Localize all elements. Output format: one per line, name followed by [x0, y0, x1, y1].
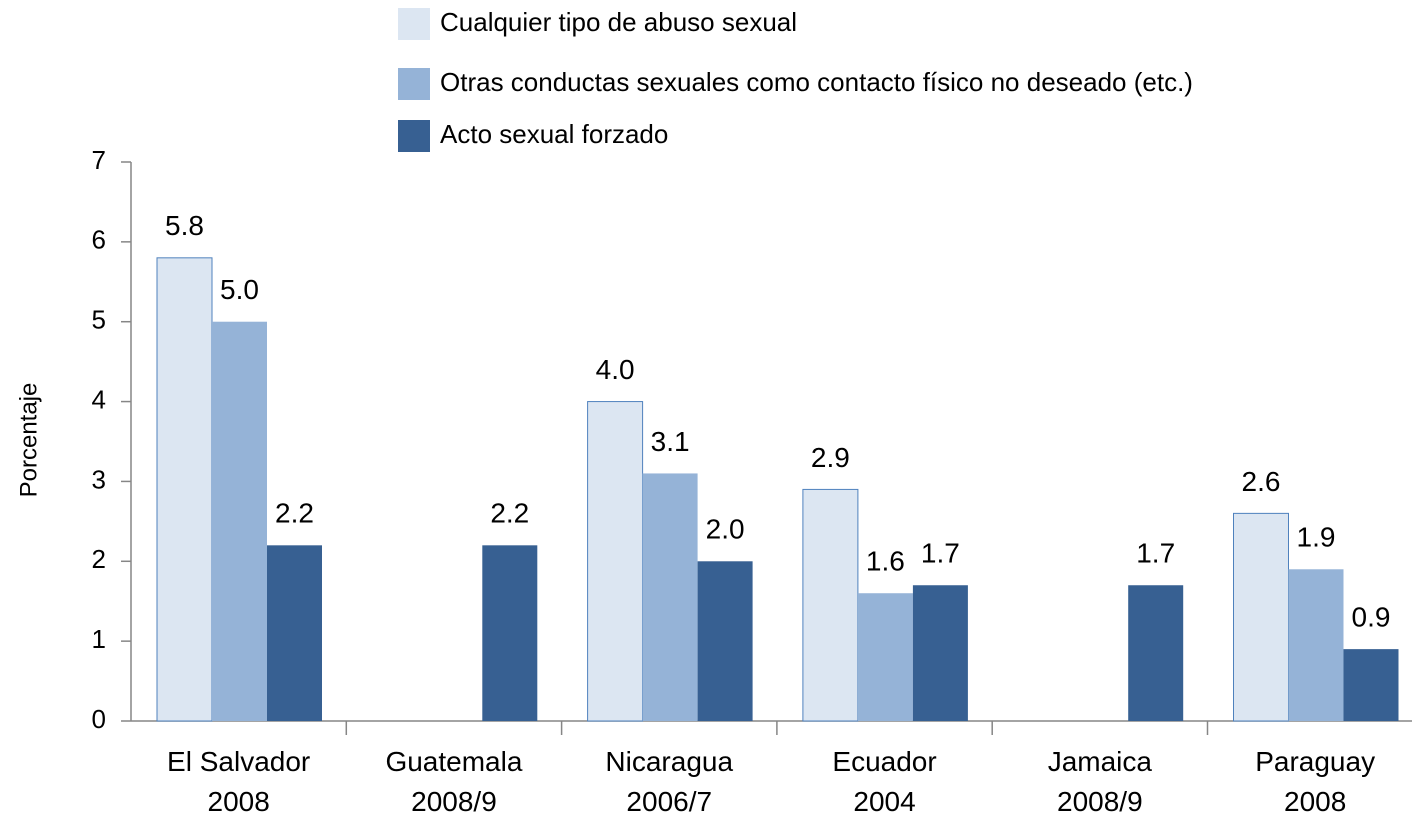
y-tick-label: 6	[92, 225, 106, 255]
bar	[1128, 585, 1184, 721]
bar	[1343, 649, 1399, 721]
data-label: 5.0	[220, 274, 259, 305]
y-tick-label: 3	[92, 464, 106, 494]
y-tick-label: 4	[92, 384, 106, 414]
x-tick-label: Jamaica 2008/9	[1048, 746, 1153, 815]
x-tick-label-line: Nicaragua	[605, 746, 733, 777]
data-label: 1.7	[1136, 538, 1175, 569]
bar	[642, 473, 698, 721]
data-label: 4.0	[596, 354, 635, 385]
data-label: 2.2	[275, 498, 314, 529]
legend-label: Cualquier tipo de abuso sexual	[440, 7, 797, 37]
x-tick-label-line: 2008/9	[1057, 786, 1143, 815]
bar	[212, 321, 267, 721]
x-tick-label-line: 2004	[853, 786, 915, 815]
data-label: 3.1	[651, 426, 690, 457]
y-tick-label: 0	[92, 704, 106, 734]
bar	[697, 561, 753, 721]
x-tick-label-line: Guatemala	[385, 746, 522, 777]
x-tick-label: El Salvador 2008	[167, 746, 310, 815]
y-tick-label: 2	[92, 544, 106, 574]
data-label: 1.6	[866, 546, 905, 577]
x-tick-label-line: El Salvador	[167, 746, 310, 777]
bar	[482, 545, 538, 721]
y-tick-label: 5	[92, 305, 106, 335]
bar	[1288, 569, 1344, 721]
bar	[587, 401, 644, 722]
data-label: 2.9	[811, 442, 850, 473]
legend-swatch	[398, 68, 430, 100]
x-tick-label-line: 2008/9	[411, 786, 497, 815]
x-tick-label: Paraguay 2008	[1255, 746, 1375, 815]
legend-label: Otras conductas sexuales como contacto f…	[440, 67, 1193, 97]
legend-swatch	[398, 8, 430, 40]
x-tick-label-line: Jamaica	[1048, 746, 1153, 777]
x-tick-label-line: 2008	[1284, 786, 1346, 815]
x-tick-label-line: Paraguay	[1255, 746, 1375, 777]
data-label: 0.9	[1352, 602, 1391, 633]
x-tick-label: Nicaragua 2006/7	[605, 746, 733, 815]
y-tick-label: 1	[92, 624, 106, 654]
data-label: 2.0	[706, 514, 745, 545]
x-tick-label-line: 2008	[208, 786, 270, 815]
y-axis-label: Porcentaje	[15, 383, 42, 498]
bar	[857, 593, 913, 721]
legend-label: Acto sexual forzado	[440, 119, 668, 149]
bar	[912, 585, 968, 721]
data-label: 5.8	[165, 210, 204, 241]
data-label: 1.7	[921, 538, 960, 569]
x-tick-label: Guatemala 2008/9	[385, 746, 522, 815]
x-tick-label-line: 2006/7	[626, 786, 712, 815]
y-tick-label: 7	[92, 145, 106, 175]
data-label: 1.9	[1297, 522, 1336, 553]
x-tick-label-line: Ecuador	[832, 746, 936, 777]
bar	[267, 545, 322, 721]
bar	[802, 488, 859, 722]
data-label: 2.6	[1242, 466, 1281, 497]
bar	[1233, 512, 1289, 722]
data-label: 2.2	[490, 498, 529, 529]
legend-swatch	[398, 120, 430, 152]
bar	[156, 257, 213, 722]
x-tick-label: Ecuador 2004	[832, 746, 936, 815]
